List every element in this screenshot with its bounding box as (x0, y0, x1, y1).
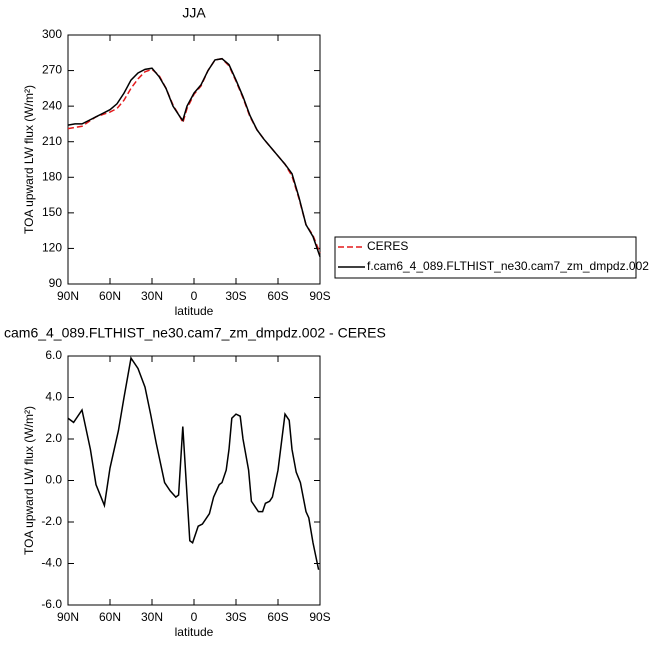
x-tick-label: 60N (99, 289, 121, 303)
legend-label: CERES (367, 239, 408, 253)
series-line (67, 57, 321, 254)
legend-label: f.cam6_4_089.FLTHIST_ne30.cam7_zm_dmpdz.… (367, 259, 649, 273)
y-tick-label: -6.0 (41, 597, 62, 611)
x-tick-label: 90S (309, 289, 330, 303)
y-tick-label: 120 (42, 241, 62, 255)
x-tick-label: 60S (267, 289, 288, 303)
series-line (67, 356, 320, 570)
y-tick-label: 0.0 (45, 473, 62, 487)
y-tick-label: 6.0 (45, 348, 62, 362)
y-tick-label: 270 (42, 63, 62, 77)
x-tick-label: 30S (225, 610, 246, 624)
y-tick-label: 2.0 (45, 431, 62, 445)
x-tick-label: 30S (225, 289, 246, 303)
y-tick-label: 4.0 (45, 390, 62, 404)
y-axis-label: TOA upward LW flux (W/m²) (22, 85, 36, 234)
y-tick-label: 240 (42, 98, 62, 112)
y-tick-label: -2.0 (41, 514, 62, 528)
x-axis-label: latitude (175, 304, 214, 318)
x-tick-label: 30N (141, 289, 163, 303)
x-tick-label: 60S (267, 610, 288, 624)
x-axis-label: latitude (175, 625, 214, 639)
series-line (67, 57, 321, 257)
x-tick-label: 90N (57, 610, 79, 624)
y-tick-label: 180 (42, 169, 62, 183)
y-tick-label: 90 (49, 276, 63, 290)
legend-box (334, 236, 637, 279)
chart-title: JJA (182, 5, 206, 21)
x-tick-label: 90S (309, 610, 330, 624)
plot-frame (67, 355, 321, 606)
y-tick-label: 300 (42, 27, 62, 41)
x-tick-label: 0 (191, 610, 198, 624)
x-tick-label: 30N (141, 610, 163, 624)
x-tick-label: 60N (99, 610, 121, 624)
chart-title: cam6_4_089.FLTHIST_ne30.cam7_zm_dmpdz.00… (4, 325, 386, 341)
x-tick-label: 90N (57, 289, 79, 303)
x-tick-label: 0 (191, 289, 198, 303)
y-tick-label: 150 (42, 205, 62, 219)
y-tick-label: -4.0 (41, 556, 62, 570)
y-axis-label: TOA upward LW flux (W/m²) (22, 406, 36, 555)
plot-frame (67, 34, 321, 285)
y-tick-label: 210 (42, 134, 62, 148)
